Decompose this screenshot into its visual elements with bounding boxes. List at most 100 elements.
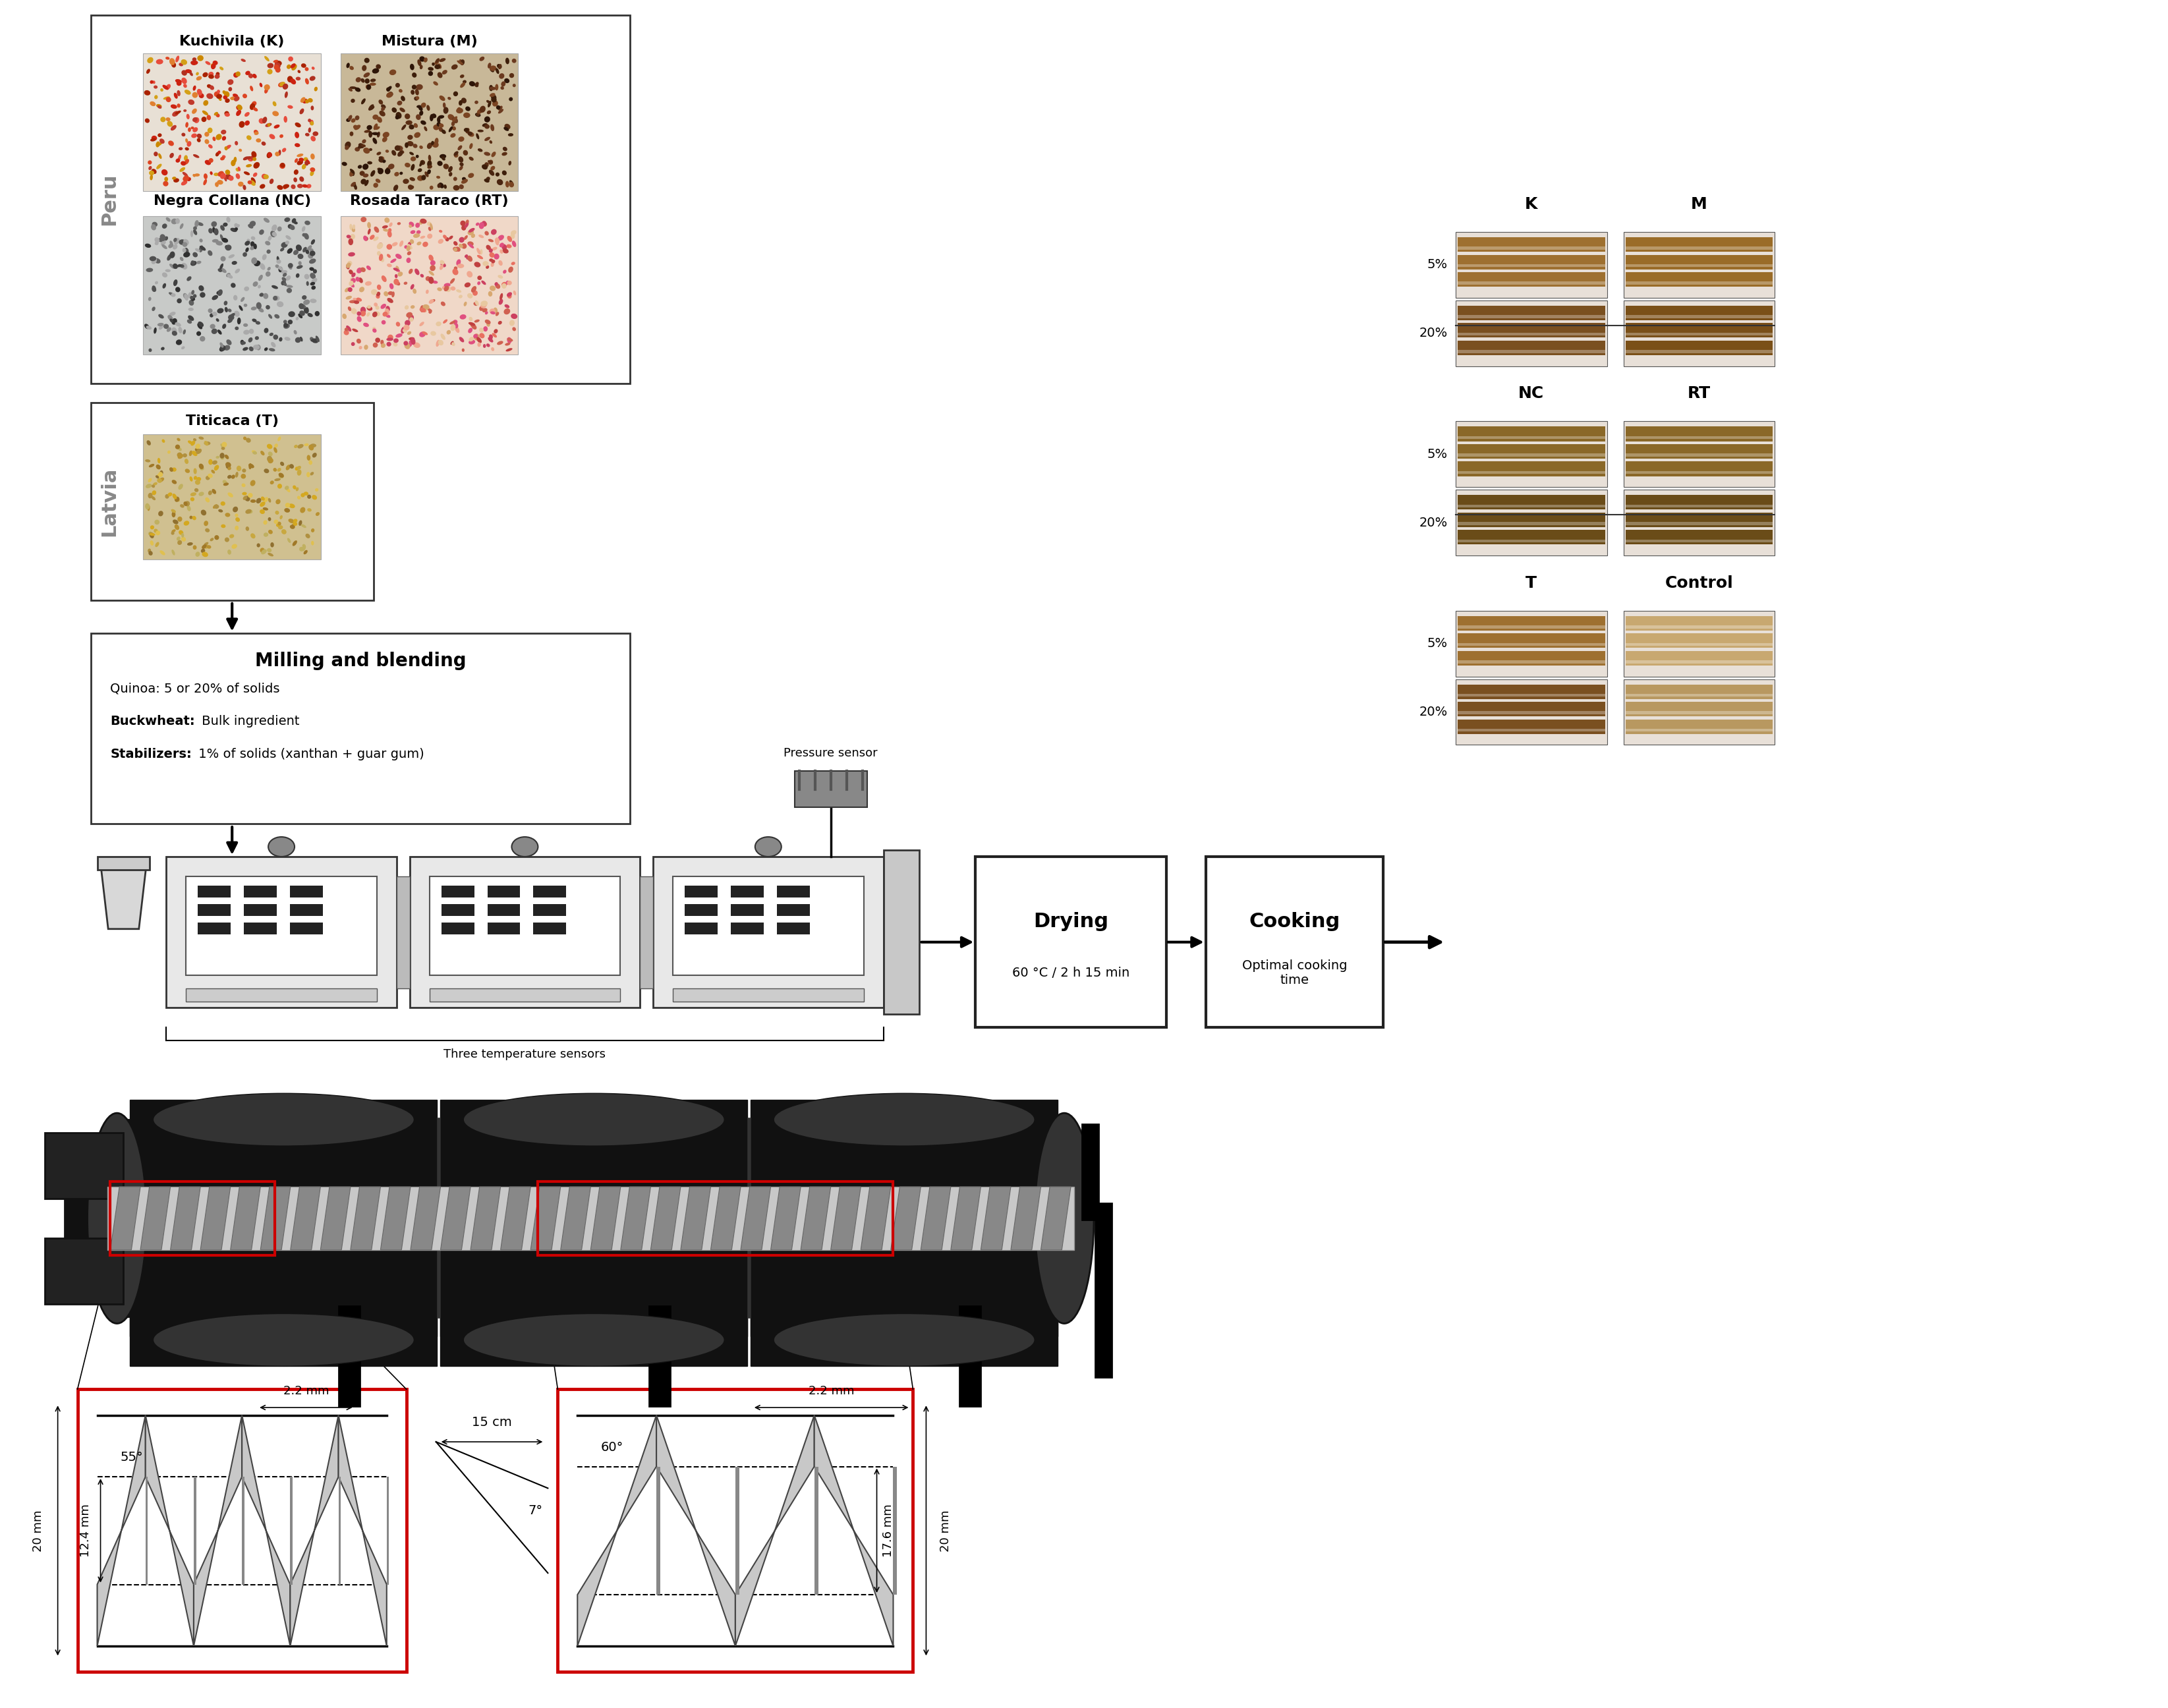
Bar <box>1457 246 1604 249</box>
Ellipse shape <box>451 287 455 290</box>
Ellipse shape <box>414 97 418 101</box>
Ellipse shape <box>215 152 219 157</box>
Ellipse shape <box>466 272 473 277</box>
Bar <box>1457 237 1604 251</box>
Ellipse shape <box>384 167 390 174</box>
Ellipse shape <box>366 125 373 130</box>
Ellipse shape <box>160 347 165 350</box>
Ellipse shape <box>308 253 312 258</box>
Bar <box>1626 642 1771 646</box>
Ellipse shape <box>236 72 241 77</box>
Ellipse shape <box>503 248 509 253</box>
Ellipse shape <box>410 231 416 234</box>
Ellipse shape <box>347 114 351 121</box>
Ellipse shape <box>269 333 273 336</box>
Ellipse shape <box>147 552 152 555</box>
Ellipse shape <box>223 483 228 485</box>
Ellipse shape <box>382 132 390 138</box>
Ellipse shape <box>234 96 238 101</box>
Ellipse shape <box>347 306 351 311</box>
Ellipse shape <box>431 299 436 302</box>
Ellipse shape <box>197 133 202 138</box>
Ellipse shape <box>373 326 375 331</box>
Ellipse shape <box>288 56 293 61</box>
Ellipse shape <box>429 270 434 275</box>
Ellipse shape <box>219 454 225 459</box>
Ellipse shape <box>243 94 247 99</box>
Ellipse shape <box>234 224 241 229</box>
Ellipse shape <box>158 154 163 159</box>
Ellipse shape <box>395 254 401 260</box>
Ellipse shape <box>405 258 410 263</box>
Ellipse shape <box>492 260 494 263</box>
Ellipse shape <box>306 533 310 538</box>
Ellipse shape <box>490 65 496 72</box>
Ellipse shape <box>505 244 512 248</box>
Ellipse shape <box>225 340 232 345</box>
Ellipse shape <box>271 232 278 237</box>
Polygon shape <box>338 1477 340 1585</box>
Ellipse shape <box>278 437 282 441</box>
Ellipse shape <box>304 157 308 161</box>
Ellipse shape <box>477 275 481 280</box>
Ellipse shape <box>178 239 186 244</box>
Ellipse shape <box>414 342 421 348</box>
Ellipse shape <box>297 470 301 475</box>
Ellipse shape <box>145 459 150 463</box>
Ellipse shape <box>169 140 173 145</box>
Ellipse shape <box>195 444 199 449</box>
Ellipse shape <box>373 183 377 188</box>
Ellipse shape <box>193 468 197 475</box>
Ellipse shape <box>217 330 221 335</box>
Ellipse shape <box>254 108 258 111</box>
Ellipse shape <box>347 263 351 268</box>
Ellipse shape <box>384 292 388 295</box>
Ellipse shape <box>403 325 410 330</box>
Ellipse shape <box>184 500 191 506</box>
Ellipse shape <box>308 128 310 133</box>
Text: 17.6 mm: 17.6 mm <box>882 1505 893 1558</box>
Ellipse shape <box>349 234 356 239</box>
Ellipse shape <box>152 222 158 227</box>
Ellipse shape <box>429 254 434 261</box>
Ellipse shape <box>488 335 492 338</box>
Ellipse shape <box>310 248 314 253</box>
Text: Titicaca (T): Titicaca (T) <box>186 415 278 429</box>
Polygon shape <box>470 1187 501 1250</box>
Ellipse shape <box>462 97 466 104</box>
Ellipse shape <box>442 102 447 108</box>
Ellipse shape <box>405 319 410 326</box>
Ellipse shape <box>182 173 189 176</box>
Ellipse shape <box>455 108 464 113</box>
Ellipse shape <box>156 478 163 483</box>
Bar <box>750 1120 1058 1337</box>
Polygon shape <box>800 1187 830 1250</box>
Ellipse shape <box>390 284 395 289</box>
Ellipse shape <box>282 184 288 188</box>
Ellipse shape <box>221 137 225 140</box>
Ellipse shape <box>405 113 410 120</box>
Ellipse shape <box>436 121 440 126</box>
Ellipse shape <box>470 234 475 237</box>
Ellipse shape <box>171 104 178 109</box>
Ellipse shape <box>215 91 219 97</box>
Ellipse shape <box>386 306 390 313</box>
Ellipse shape <box>241 483 245 487</box>
Ellipse shape <box>232 475 234 478</box>
Ellipse shape <box>199 239 202 243</box>
Ellipse shape <box>460 60 462 65</box>
Ellipse shape <box>267 548 271 552</box>
Ellipse shape <box>156 475 158 478</box>
Ellipse shape <box>347 118 351 121</box>
Ellipse shape <box>204 441 208 446</box>
Ellipse shape <box>494 84 499 91</box>
Ellipse shape <box>494 330 499 333</box>
Ellipse shape <box>408 314 414 321</box>
Polygon shape <box>559 1187 590 1250</box>
Ellipse shape <box>293 540 297 547</box>
Text: Cooking: Cooking <box>1249 912 1340 931</box>
Ellipse shape <box>189 72 193 77</box>
Bar <box>243 922 278 934</box>
Ellipse shape <box>217 289 223 295</box>
Bar <box>1457 540 1604 543</box>
